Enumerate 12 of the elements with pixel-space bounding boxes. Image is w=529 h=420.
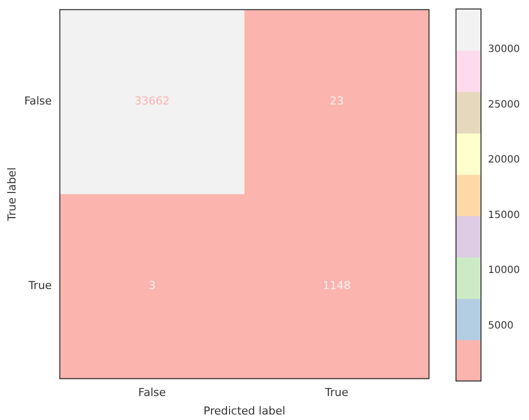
data-label: 1148 [322, 279, 351, 292]
data-label: 23 [330, 94, 344, 108]
y-axis-title: True label [5, 167, 18, 222]
color-bar-label: 25000 [488, 99, 520, 110]
color-bar-label: 20000 [488, 154, 520, 166]
color-bar-label: 15000 [488, 210, 520, 221]
color-bar-label: 10000 [488, 265, 520, 276]
color-bar-label: 30000 [488, 44, 520, 56]
x-axis-title: Predicted label [204, 404, 286, 418]
data-label: 33662 [134, 94, 170, 108]
data-label: 3 [148, 279, 156, 292]
color-bar-label: 5000 [488, 320, 514, 332]
